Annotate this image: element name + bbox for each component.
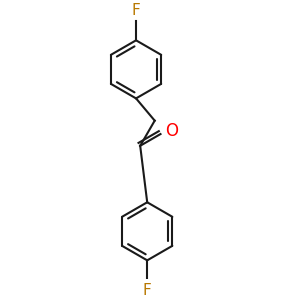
Text: O: O [165, 122, 178, 140]
Text: F: F [132, 3, 140, 18]
Text: F: F [143, 283, 152, 298]
